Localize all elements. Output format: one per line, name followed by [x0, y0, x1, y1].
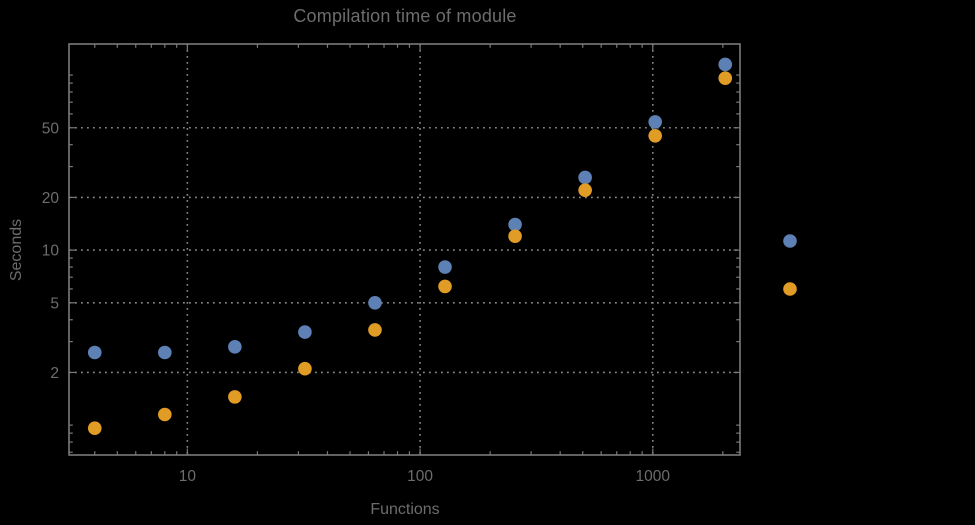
- blue-series-point: [298, 325, 312, 339]
- blue-series-point: [508, 217, 522, 232]
- y-tick-label: 50: [42, 120, 60, 137]
- orange-series-point: [648, 128, 662, 143]
- orange-series-point: [438, 279, 452, 294]
- chart-title: Compilation time of module: [293, 6, 517, 26]
- orange-series-point: [718, 71, 733, 85]
- y-tick-label: 5: [50, 295, 59, 312]
- x-tick-label: 100: [407, 468, 433, 485]
- blue-series-point: [648, 115, 662, 129]
- legend-marker-blue-series: [783, 234, 797, 248]
- legend-marker-orange-series: [783, 282, 797, 296]
- orange-series-point: [87, 421, 102, 436]
- x-tick-label: 10: [179, 468, 197, 485]
- blue-series-point: [158, 345, 172, 360]
- y-tick-label: 10: [42, 243, 60, 260]
- orange-series-point: [508, 229, 522, 244]
- blue-series-point: [718, 57, 733, 72]
- blue-series-point: [368, 295, 382, 310]
- orange-series-point: [228, 390, 242, 404]
- orange-series-point: [158, 407, 172, 422]
- blue-series-point: [438, 260, 452, 274]
- orange-series-point: [368, 323, 382, 337]
- blue-series-point: [578, 170, 592, 185]
- x-tick-label: 1000: [636, 468, 671, 485]
- x-axis-label: Functions: [370, 501, 440, 518]
- blue-series-point: [228, 340, 242, 354]
- y-tick-label: 2: [50, 365, 59, 382]
- y-tick-label: 20: [42, 190, 60, 207]
- blue-series-point: [87, 345, 102, 360]
- orange-series-point: [298, 361, 312, 376]
- orange-series-point: [578, 183, 592, 197]
